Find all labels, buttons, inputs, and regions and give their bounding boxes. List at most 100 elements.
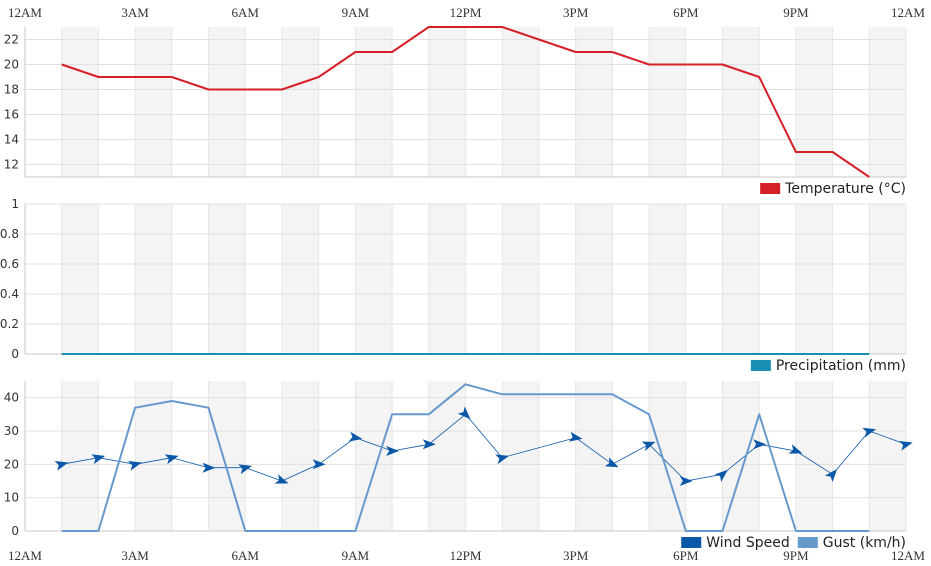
y-tick-label: 0.6 [0, 257, 19, 271]
wind-direction-arrow [862, 427, 877, 438]
hour-band [795, 204, 833, 354]
time-label-top: 6AM [232, 5, 260, 20]
y-tick-label: 22 [4, 33, 19, 47]
wind-direction-arrow [348, 431, 363, 442]
hour-band [502, 27, 539, 177]
hour-band [208, 27, 246, 177]
hour-band [355, 204, 393, 354]
time-label-top: 3AM [121, 5, 149, 20]
series-line-wind-1 [61, 383, 870, 532]
y-tick-label: 1 [11, 197, 19, 211]
y-tick-label: 40 [4, 391, 19, 405]
legend-swatch [750, 360, 771, 371]
y-tick-label: 30 [4, 424, 19, 438]
time-label-bottom: 3AM [121, 548, 149, 563]
wind-direction-arrow [568, 431, 583, 442]
hour-band [135, 204, 172, 354]
time-label-bottom: 12AM [891, 548, 925, 563]
hour-band [722, 381, 760, 531]
hour-band [281, 204, 319, 354]
axis-labels: 12AM 12AM 3AM 3AM 6AM 6AM 9AM 9AM 12PM 12PM 3PM 3PM… [0, 5, 925, 563]
y-tick-label: 0.4 [0, 287, 19, 301]
wind-direction-arrow [274, 474, 289, 484]
wind-direction-arrow [386, 446, 400, 456]
hour-band [208, 204, 246, 354]
y-tick-label: 14 [4, 133, 19, 147]
y-tick-label: 18 [4, 83, 19, 97]
wind-direction-arrow [457, 406, 471, 420]
y-tick-label: 0 [11, 347, 19, 361]
legend-swatch [681, 537, 702, 548]
hour-band [355, 381, 393, 531]
y-tick-label: 0.2 [0, 317, 19, 331]
time-label-top: 9AM [342, 5, 370, 20]
hour-band [428, 27, 466, 177]
wind-direction-arrow [202, 462, 216, 473]
wind-direction-arrow [91, 454, 106, 465]
legend: Temperature (°C) Precipitation (mm) Gust (… [681, 181, 906, 551]
wind-direction-arrow [679, 476, 693, 486]
hour-band [869, 27, 906, 177]
wind-direction-arrow [898, 441, 913, 451]
hour-band [869, 381, 906, 531]
wind-direction-arrow [495, 454, 509, 465]
hour-band [281, 27, 319, 177]
wind-direction-arrow [641, 441, 656, 452]
y-tick-label: 16 [4, 108, 19, 122]
data-series [54, 26, 913, 532]
wind-direction-arrow [714, 469, 728, 482]
wind-direction-arrow [164, 454, 179, 465]
legend-label: Temperature (°C) [784, 181, 906, 197]
y-tick-label: 12 [4, 158, 19, 172]
legend-label: Precipitation (mm) [776, 358, 906, 374]
legend-label: Wind Speed [706, 535, 790, 551]
time-label-top: 6PM [673, 5, 699, 20]
hour-band [208, 381, 246, 531]
hour-band [575, 27, 613, 177]
y-tick-label: 20 [4, 58, 19, 72]
hour-band [649, 27, 686, 177]
hour-band [795, 27, 833, 177]
wind-direction-arrow [753, 439, 767, 450]
hour-band [649, 204, 686, 354]
hour-band [61, 381, 99, 531]
hour-band [135, 27, 172, 177]
hour-band [428, 204, 466, 354]
legend-swatch [797, 537, 818, 548]
time-label-top: 9PM [783, 5, 809, 20]
hour-band [869, 204, 906, 354]
series-line-temperature-0 [61, 26, 870, 178]
hour-band [355, 27, 393, 177]
legend-label: Gust (km/h) [823, 535, 906, 551]
hour-band [502, 204, 539, 354]
wind-direction-arrow [312, 459, 326, 470]
wind-direction-arrow [788, 444, 803, 454]
hour-band [575, 381, 613, 531]
time-label-bottom: 12PM [450, 548, 482, 563]
wind-direction-arrow [128, 461, 142, 471]
hour-band [795, 381, 833, 531]
hour-band [722, 27, 760, 177]
y-tick-label: 10 [4, 491, 19, 505]
wind-direction-arrow [604, 457, 619, 468]
wind-direction-arrow [238, 464, 253, 475]
wind-direction-arrow [824, 468, 838, 483]
wind-direction-arrow [54, 461, 69, 471]
time-label-bottom: 3PM [563, 548, 589, 563]
series-line-wind-0 [61, 413, 907, 482]
hour-band [722, 204, 760, 354]
hour-band [281, 381, 319, 531]
hour-band [649, 381, 686, 531]
time-label-bottom: 9AM [342, 548, 370, 563]
wind-direction-arrow [422, 439, 436, 450]
y-tick-label: 0.8 [0, 227, 19, 241]
time-label-bottom: 12AM [8, 548, 42, 563]
y-tick-label: 0 [11, 524, 19, 538]
time-label-bottom: 6PM [673, 548, 699, 563]
time-label-bottom: 9PM [783, 548, 809, 563]
time-label-top: 12PM [450, 5, 482, 20]
time-label-top: 3PM [563, 5, 589, 20]
hour-band [61, 204, 99, 354]
hour-band [61, 27, 99, 177]
y-tick-label: 20 [4, 457, 19, 471]
